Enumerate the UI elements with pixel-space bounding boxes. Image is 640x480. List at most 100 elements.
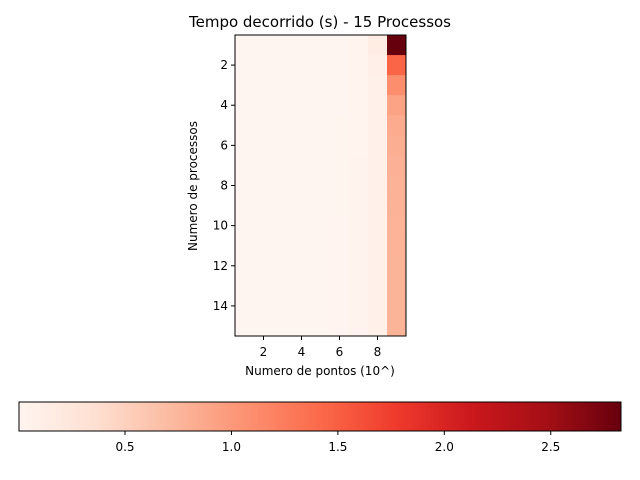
heatmap-cell bbox=[349, 195, 369, 216]
heatmap-cell bbox=[235, 75, 255, 96]
heatmap-cell bbox=[311, 255, 331, 277]
heatmap-cell bbox=[292, 175, 312, 196]
heatmap-cell bbox=[235, 295, 255, 317]
heatmap-cell bbox=[254, 195, 274, 216]
heatmap-cell bbox=[311, 235, 331, 257]
heatmap-cell bbox=[254, 255, 274, 277]
heatmap-cell bbox=[330, 255, 350, 277]
y-tick-label: 14 bbox=[213, 299, 228, 313]
y-tick-label: 8 bbox=[220, 179, 228, 193]
heatmap-cell bbox=[330, 135, 350, 156]
chart-title: Tempo decorrido (s) - 15 Processos bbox=[188, 13, 451, 31]
heatmap-cell bbox=[292, 55, 312, 76]
heatmap-cell bbox=[292, 75, 312, 96]
heatmap-cell bbox=[330, 115, 350, 136]
heatmap-cell bbox=[349, 75, 369, 96]
heatmap-cell bbox=[387, 215, 407, 237]
heatmap-cell bbox=[292, 215, 312, 237]
y-tick-label: 12 bbox=[213, 259, 228, 273]
heatmap-cell bbox=[330, 275, 350, 297]
heatmap-cell bbox=[254, 215, 274, 237]
heatmap-cell bbox=[273, 175, 293, 196]
x-tick-label: 8 bbox=[374, 345, 382, 359]
heatmap-cell bbox=[311, 175, 331, 196]
heatmap-cell bbox=[311, 75, 331, 96]
heatmap-cell bbox=[311, 275, 331, 297]
heatmap-cell bbox=[387, 315, 407, 337]
heatmap-cell bbox=[311, 95, 331, 116]
colorbar-tick-label: 1.5 bbox=[328, 440, 347, 454]
heatmap-cell bbox=[349, 55, 369, 76]
x-axis-ticks: 2 4 6 8 bbox=[260, 336, 382, 359]
heatmap-cell bbox=[387, 255, 407, 277]
heatmap-cell bbox=[292, 195, 312, 216]
heatmap-cell bbox=[368, 135, 388, 156]
heatmap-cell bbox=[273, 295, 293, 317]
heatmap-cell bbox=[273, 115, 293, 136]
heatmap-cell bbox=[273, 235, 293, 257]
heatmap-cell bbox=[330, 155, 350, 176]
y-tick-label: 4 bbox=[220, 98, 228, 112]
heatmap-cell bbox=[273, 255, 293, 277]
heatmap-cell bbox=[311, 215, 331, 237]
heatmap-cell bbox=[349, 135, 369, 156]
heatmap-cell bbox=[292, 155, 312, 176]
heatmap-cell bbox=[311, 195, 331, 216]
heatmap-cell bbox=[387, 195, 407, 216]
heatmap-cell bbox=[235, 195, 255, 216]
heatmap-cell bbox=[330, 235, 350, 257]
heatmap-cell bbox=[235, 95, 255, 116]
heatmap-cell bbox=[235, 275, 255, 297]
y-axis-ticks: 2 4 6 8 10 12 14 bbox=[213, 58, 235, 313]
heatmap-cell bbox=[311, 155, 331, 176]
heatmap-cell bbox=[387, 95, 407, 116]
heatmap-cell bbox=[273, 195, 293, 216]
heatmap-cell bbox=[235, 35, 255, 56]
heatmap-cell bbox=[349, 315, 369, 337]
heatmap-cell bbox=[235, 315, 255, 337]
heatmap-cell bbox=[292, 255, 312, 277]
heatmap-cell bbox=[387, 275, 407, 297]
y-axis-label: Numero de processos bbox=[186, 121, 200, 251]
heatmap-cell bbox=[235, 255, 255, 277]
heatmap-cell bbox=[235, 135, 255, 156]
heatmap-cell bbox=[368, 255, 388, 277]
heatmap-cell bbox=[235, 55, 255, 76]
heatmap-cell bbox=[387, 35, 407, 56]
heatmap-cell bbox=[311, 115, 331, 136]
heatmap-cell bbox=[235, 175, 255, 196]
heatmap-cell bbox=[311, 55, 331, 76]
heatmap-cell bbox=[254, 175, 274, 196]
heatmap-cell bbox=[330, 295, 350, 317]
colorbar-tick-label: 2.0 bbox=[435, 440, 454, 454]
heatmap-cell bbox=[292, 235, 312, 257]
heatmap-cell bbox=[292, 135, 312, 156]
heatmap-cell bbox=[349, 155, 369, 176]
heatmap-cell bbox=[349, 175, 369, 196]
heatmap-cell bbox=[330, 175, 350, 196]
heatmap-cell bbox=[235, 155, 255, 176]
heatmap-cell bbox=[368, 315, 388, 337]
heatmap-cell bbox=[311, 35, 331, 56]
heatmap-cell bbox=[368, 235, 388, 257]
heatmap-cell bbox=[254, 235, 274, 257]
heatmap-cell bbox=[368, 175, 388, 196]
heatmap-cell bbox=[254, 275, 274, 297]
heatmap-cell bbox=[368, 55, 388, 76]
heatmap-cell bbox=[349, 295, 369, 317]
heatmap-cell bbox=[368, 75, 388, 96]
heatmap-cell bbox=[368, 115, 388, 136]
heatmap-cell bbox=[254, 55, 274, 76]
heatmap-cell bbox=[273, 135, 293, 156]
colorbar-tick-label: 2.5 bbox=[541, 440, 560, 454]
heatmap-cell bbox=[311, 295, 331, 317]
x-tick-label: 2 bbox=[260, 345, 268, 359]
heatmap-cell bbox=[387, 155, 407, 176]
heatmap-cell bbox=[292, 295, 312, 317]
colorbar-tick-label: 1.0 bbox=[222, 440, 241, 454]
heatmap-cell bbox=[254, 95, 274, 116]
heatmap-cell bbox=[349, 95, 369, 116]
heatmap-cell bbox=[368, 95, 388, 116]
heatmap-cell bbox=[254, 115, 274, 136]
